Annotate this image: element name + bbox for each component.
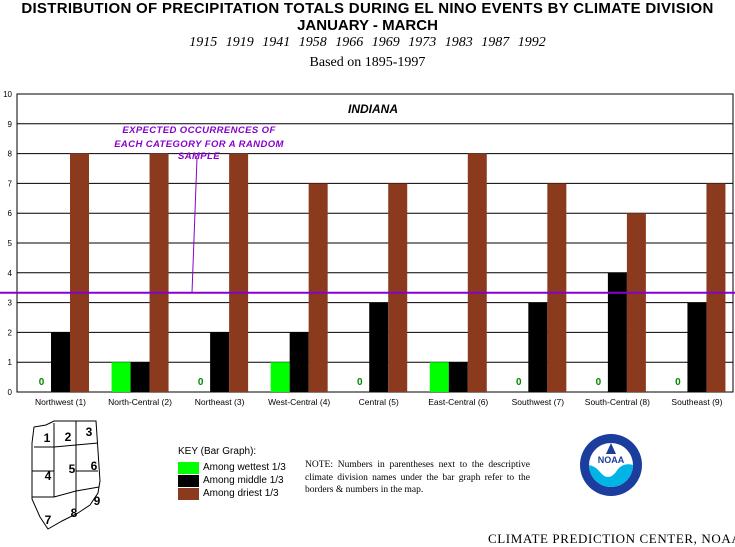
logo-gull [606, 443, 616, 454]
x-tick-label-5: Central (5) [359, 397, 399, 407]
y-tick-label-0: 0 [8, 388, 13, 397]
key-label-wettest: Among wettest 1/3 [203, 462, 286, 473]
bar-driest-7 [547, 183, 567, 392]
map-number-6: 6 [91, 459, 98, 473]
x-tick-label-1: Northwest (1) [35, 397, 86, 407]
bar-chart: 0 1 2 3 4 5 6 7 8 9 10 INDIANA 0 Northwest (1) North-C… [0, 90, 735, 407]
map-number-8: 8 [71, 506, 78, 520]
map-number-3: 3 [86, 425, 93, 439]
map-number-4: 4 [45, 469, 52, 483]
y-tick-label-7: 7 [8, 179, 13, 188]
map-number-7: 7 [45, 513, 52, 527]
key-swatch-driest [178, 488, 199, 500]
bar-middle-9 [687, 302, 707, 392]
bar-middle-2 [130, 362, 150, 392]
bar-driest-3 [229, 153, 249, 392]
chart-subtitle: JANUARY - MARCH [297, 17, 438, 34]
key-label-middle: Among middle 1/3 [203, 475, 284, 486]
y-tick-label-4: 4 [8, 269, 13, 278]
x-tick-label-3: Northeast (3) [195, 397, 245, 407]
zero-label-wettest-8: 0 [596, 377, 602, 388]
key-label-driest: Among driest 1/3 [203, 488, 279, 499]
y-tick-label-9: 9 [8, 120, 13, 129]
bar-driest-5 [388, 183, 408, 392]
bar-middle-6 [448, 362, 468, 392]
baseline-period: Based on 1895-1997 [309, 55, 426, 70]
logo-wave [589, 464, 633, 487]
key-title: KEY (Bar Graph): [178, 446, 257, 457]
y-tick-label-6: 6 [8, 209, 13, 218]
y-tick-label-8: 8 [8, 150, 13, 159]
y-tick-label-5: 5 [8, 239, 13, 248]
panel-title: INDIANA [348, 102, 398, 116]
y-tick-label-10: 10 [3, 90, 12, 99]
x-tick-label-7: Southwest (7) [512, 397, 565, 407]
bar-driest-8 [626, 213, 646, 392]
zero-label-wettest-1: 0 [39, 377, 45, 388]
bar-middle-3 [210, 332, 230, 392]
bar-driest-4 [308, 183, 328, 392]
bar-driest-6 [467, 153, 487, 392]
x-tick-label-2: North-Central (2) [108, 397, 172, 407]
bar-middle-4 [289, 332, 309, 392]
noaa-logo: NOAA [580, 434, 642, 496]
bar-middle-5 [369, 302, 389, 392]
bar-wettest-6 [429, 362, 449, 392]
bar-middle-7 [528, 302, 548, 392]
bar-wettest-4 [270, 362, 290, 392]
bar-driest-1 [70, 153, 89, 392]
zero-label-wettest-3: 0 [198, 377, 204, 388]
x-tick-label-8: South-Central (8) [585, 397, 650, 407]
x-tick-label-6: East-Central (6) [428, 397, 488, 407]
logo-text: NOAA [598, 455, 625, 465]
annotation-line-1: EXPECTED OCCURRENCES OF [122, 125, 275, 136]
y-tick-label-3: 3 [8, 299, 13, 308]
map-number-1: 1 [44, 431, 51, 445]
x-tick-label-4: West-Central (4) [268, 397, 330, 407]
event-years: 1915 1919 1941 1958 1966 1969 1973 1983 … [189, 35, 546, 50]
annotation-line-3: SAMPLE [178, 151, 220, 162]
annotation-line-2: EACH CATEGORY FOR A RANDOM [114, 139, 284, 150]
note-text: NOTE: Numbers in parentheses next to the… [305, 460, 530, 495]
zero-label-wettest-5: 0 [357, 377, 363, 388]
y-tick-label-2: 2 [8, 328, 13, 337]
bar-driest-2 [149, 153, 169, 392]
zero-label-wettest-9: 0 [675, 377, 681, 388]
bar-wettest-2 [111, 362, 131, 392]
map-number-2: 2 [65, 430, 72, 444]
zero-label-wettest-7: 0 [516, 377, 522, 388]
bar-middle-8 [607, 272, 627, 392]
map-number-5: 5 [69, 462, 76, 476]
bar-middle-1 [51, 332, 70, 392]
map-number-9: 9 [94, 494, 101, 508]
key-swatch-middle [178, 475, 199, 487]
chart-title: DISTRIBUTION OF PRECIPITATION TOTALS DUR… [21, 0, 714, 17]
y-tick-label-1: 1 [8, 358, 13, 367]
key-swatch-wettest [178, 462, 199, 474]
credit-line: CLIMATE PREDICTION CENTER, NOAA [488, 531, 735, 546]
bar-driest-9 [706, 183, 726, 392]
indiana-division-map: 1 2 3 4 5 6 7 8 9 [31, 420, 101, 530]
annotation-pointer [191, 157, 198, 293]
x-tick-label-9: Southeast (9) [671, 397, 722, 407]
